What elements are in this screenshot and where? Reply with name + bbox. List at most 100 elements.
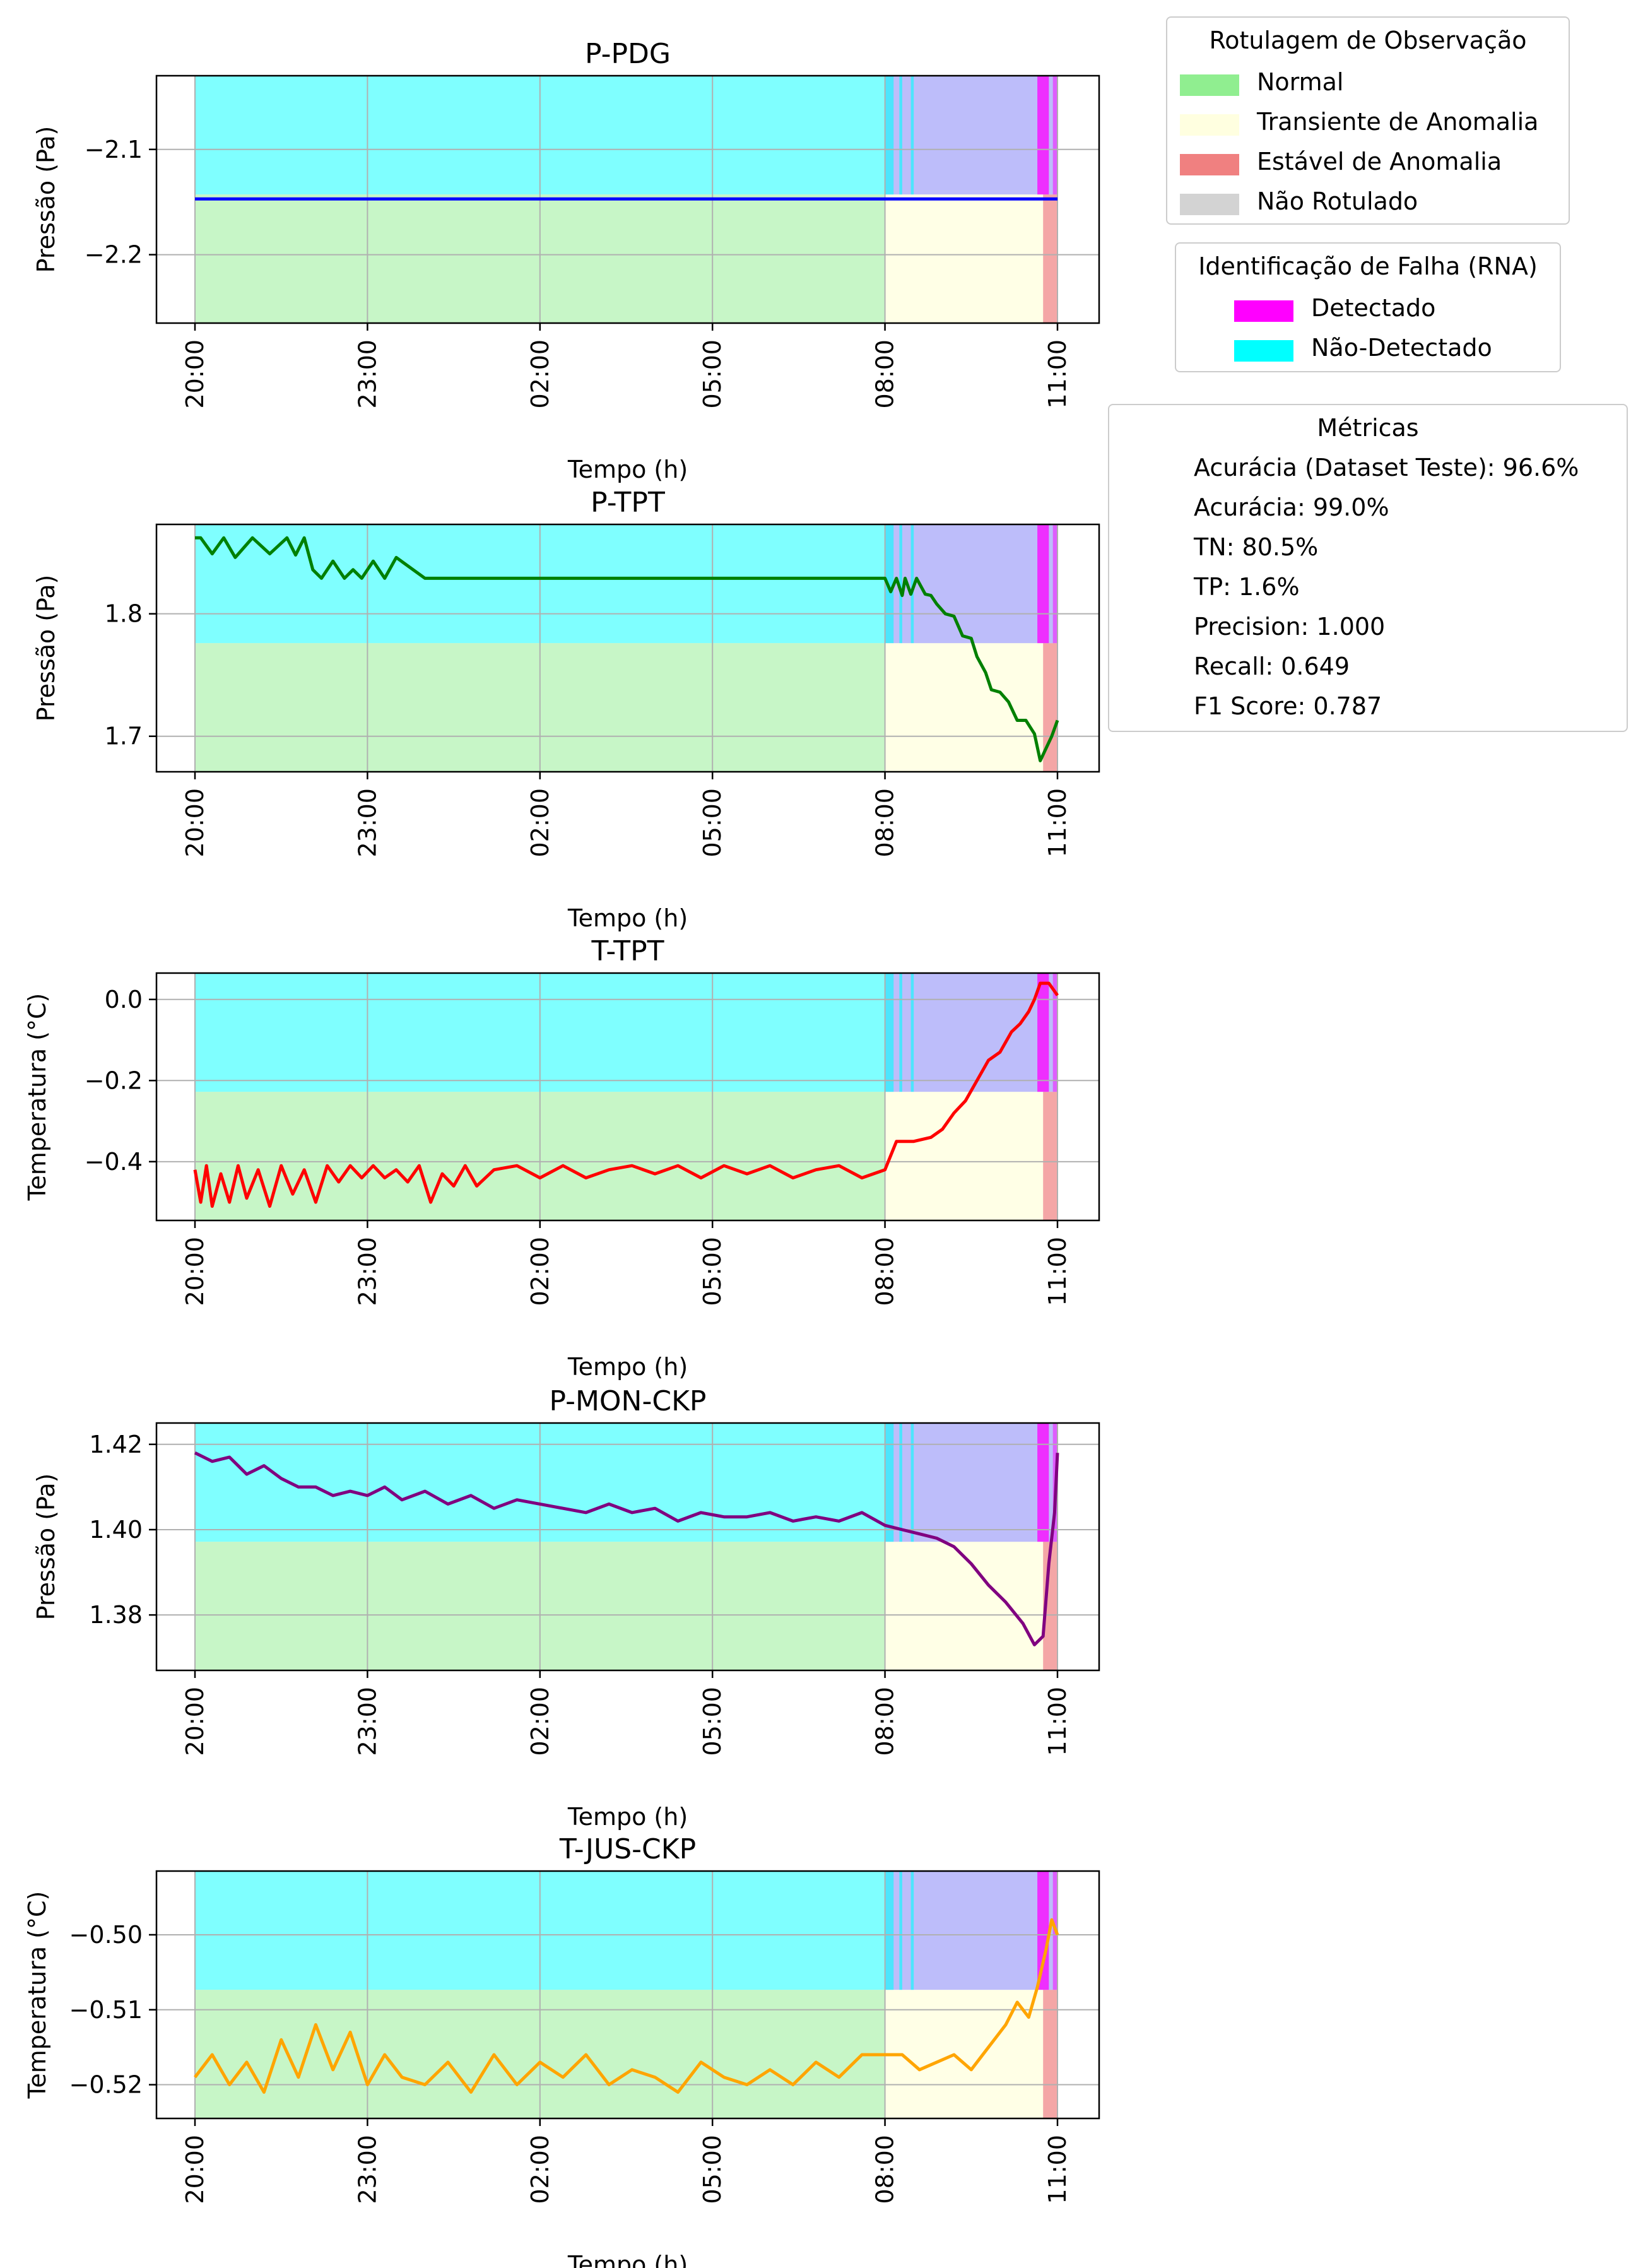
legend-detection-title: Identificação de Falha (RNA) (1198, 252, 1538, 280)
series-line-p-mon-ckp (194, 1451, 1059, 1646)
x-tick-label: 11:00 (1044, 340, 1071, 409)
y-tick-label: −0.52 (69, 2071, 143, 2099)
legend-swatch-transient (1180, 114, 1239, 136)
band-detected (1052, 76, 1057, 195)
x-tick-label: 05:00 (698, 1687, 726, 1756)
chart-p-mon-ckp: P-MON-CKP 1.38 1.40 1.42 20:00 23:00 02:00 05:0… (32, 1385, 1100, 1831)
metric-tp: TP: 1.6% (1194, 573, 1300, 601)
band-transient (885, 643, 1044, 772)
band-not-detected-strip (899, 1423, 902, 1542)
legend-label-unlabeled: Não Rotulado (1257, 187, 1418, 215)
x-tick-label: 20:00 (181, 788, 209, 858)
legend-label-not-detected: Não-Detectado (1311, 334, 1492, 362)
y-tick-label: −0.51 (69, 1996, 143, 2024)
y-axis-label: Temperatura (°C) (23, 993, 51, 1202)
legend-label-normal: Normal (1257, 68, 1344, 96)
metric-tn: TN: 80.5% (1194, 533, 1319, 561)
x-tick-label: 08:00 (871, 1687, 899, 1756)
metric-f1: F1 Score: 0.787 (1194, 692, 1382, 720)
series-line-t-jus-ckp (194, 1918, 1059, 2094)
y-axis-label: Pressão (Pa) (32, 1474, 60, 1621)
y-tick-label: 1.42 (89, 1431, 143, 1458)
series-line-p-tpt (195, 536, 1059, 762)
metric-accuracy: Acurácia: 99.0% (1194, 493, 1389, 521)
band-not-detected-strip (899, 524, 902, 644)
x-tick-label: 20:00 (181, 340, 209, 409)
band-not-detected-strip (899, 76, 902, 195)
band-detected (1037, 973, 1049, 1092)
band-not-detected-strip (910, 76, 914, 195)
band-not-detected-strip (910, 524, 914, 644)
y-tick-label: 1.38 (89, 1601, 143, 1629)
legend-swatch-stable (1180, 154, 1239, 175)
band-not-detected-strip (885, 1423, 894, 1542)
legend-label-stable: Estável de Anomalia (1257, 148, 1502, 175)
band-not-detected-strip (885, 973, 894, 1092)
band-not-detected-strip (910, 973, 914, 1092)
x-tick-label: 05:00 (698, 788, 726, 858)
x-axis-label: Tempo (h) (567, 456, 688, 483)
legend-swatch-unlabeled (1180, 194, 1239, 215)
band-not-detected-strip (899, 973, 902, 1092)
chart-title-t-jus-ckp: T-JUS-CKP (559, 1833, 696, 1865)
chart-title-p-tpt: P-TPT (591, 487, 665, 519)
x-tick-label: 20:00 (181, 1237, 209, 1306)
chart-t-tpt: T-TPT −0.4 −0.2 0.0 20:00 23:00 02:00 05:00 08:0… (23, 935, 1100, 1381)
band-detected (1052, 524, 1057, 644)
chart-p-pdg: P-PDG −2.2 −2.1 20:00 23:00 02:00 05:00 08:00 11… (32, 38, 1100, 483)
x-tick-label: 02:00 (526, 788, 554, 858)
axes-frame (155, 523, 1100, 773)
y-axis-label: Temperatura (°C) (23, 1891, 51, 2100)
metrics-title: Métricas (1317, 414, 1419, 442)
x-tick-label: 11:00 (1044, 788, 1071, 858)
x-tick-label: 23:00 (353, 2135, 381, 2204)
band-detected (1037, 524, 1049, 644)
x-tick-label: 23:00 (353, 340, 381, 409)
legend-label-detected: Detectado (1311, 294, 1436, 322)
x-tick-label: 02:00 (526, 2135, 554, 2204)
band-transient (885, 1092, 1044, 1220)
y-axis-label: Pressão (Pa) (32, 126, 60, 273)
x-tick-label: 23:00 (353, 788, 381, 858)
x-tick-label: 23:00 (353, 1687, 381, 1756)
x-tick-label: 08:00 (871, 2135, 899, 2204)
legend-metrics: Métricas Acurácia (Dataset Teste): 96.6%… (1108, 404, 1628, 732)
band-detected (1037, 1423, 1049, 1542)
x-axis-label: Tempo (h) (567, 904, 688, 932)
band-not-detected-strip (899, 1871, 902, 1990)
metric-recall: Recall: 0.649 (1194, 653, 1350, 680)
band-stable (1043, 1092, 1057, 1220)
axes-frame (155, 74, 1100, 324)
axes-frame (155, 1870, 1100, 2120)
x-axis-label: Tempo (h) (567, 1353, 688, 1381)
chart-title-t-tpt: T-TPT (591, 935, 664, 967)
x-tick-label: 11:00 (1044, 2135, 1071, 2204)
series-line-t-tpt (193, 981, 1059, 1208)
y-tick-label: 0.0 (105, 986, 143, 1013)
y-tick-label: 1.40 (89, 1516, 143, 1544)
band-transient (885, 1542, 1044, 1670)
chart-t-jus-ckp: T-JUS-CKP −0.52 −0.51 −0.50 20:00 23:00 02:00 0… (23, 1833, 1100, 2268)
x-axis-label: Tempo (h) (567, 2251, 688, 2268)
legend-swatch-detected (1234, 300, 1293, 322)
x-tick-label: 11:00 (1044, 1237, 1071, 1306)
legend-swatch-not-detected (1234, 340, 1293, 362)
x-tick-label: 08:00 (871, 340, 899, 409)
x-tick-label: 05:00 (698, 2135, 726, 2204)
y-tick-label: −2.2 (85, 241, 143, 269)
band-transient (885, 1990, 1044, 2118)
x-tick-label: 20:00 (181, 1687, 209, 1756)
axes-frame (155, 1422, 1100, 1672)
band-stable (1043, 643, 1057, 772)
band-transient (885, 194, 1044, 323)
band-detected (1052, 973, 1057, 1092)
axes-frame (155, 972, 1100, 1222)
band-detected (1037, 1871, 1049, 1990)
x-tick-label: 02:00 (526, 1687, 554, 1756)
x-tick-label: 08:00 (871, 788, 899, 858)
x-tick-label: 11:00 (1044, 1687, 1071, 1756)
y-tick-label: −2.1 (85, 136, 143, 163)
band-not-detected-strip (885, 76, 894, 195)
y-tick-label: 1.7 (105, 723, 143, 750)
